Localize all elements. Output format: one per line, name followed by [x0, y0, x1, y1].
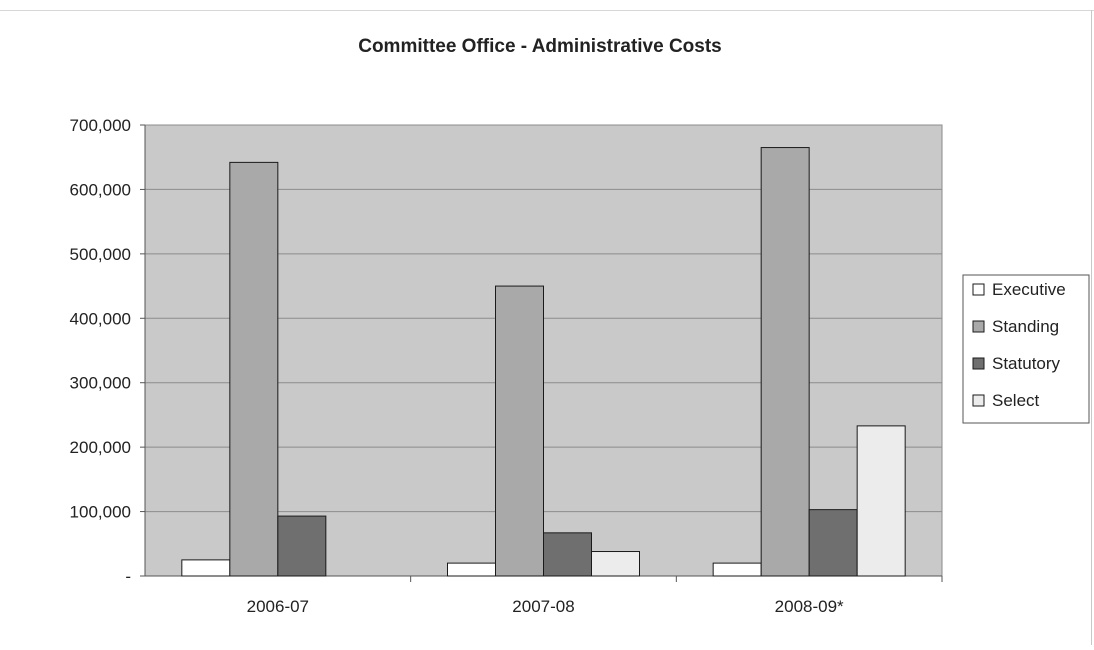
y-tick-label: 700,000 [70, 116, 131, 135]
legend-swatch-statutory [972, 357, 985, 370]
x-tick-label: 2007-08 [512, 597, 574, 616]
frame-border-right [1091, 10, 1092, 645]
y-tick-label: 400,000 [70, 309, 131, 328]
legend-swatch-select [972, 394, 985, 407]
bar-executive [712, 562, 762, 577]
bar-select [591, 551, 640, 577]
legend-swatch-executive [972, 283, 985, 296]
bar-executive [447, 562, 496, 577]
legend-label-statutory: Statutory [992, 354, 1061, 373]
y-tick-label: 100,000 [70, 503, 131, 522]
bar-statutory [808, 509, 858, 577]
bar-statutory [543, 532, 592, 577]
bar-select [856, 425, 906, 577]
y-tick-label: 200,000 [70, 438, 131, 457]
y-tick-label: 500,000 [70, 245, 131, 264]
bar-executive [181, 559, 231, 577]
bar-standing [229, 161, 279, 577]
chart-title: Committee Office - Administrative Costs [358, 36, 722, 57]
legend-label-executive: Executive [992, 280, 1066, 299]
y-tick-label: 600,000 [70, 180, 131, 199]
y-tick-label: 300,000 [70, 374, 131, 393]
y-tick-label: - [125, 567, 131, 586]
legend-label-select: Select [992, 391, 1040, 410]
bar-standing [495, 285, 544, 577]
legend-label-standing: Standing [992, 317, 1059, 336]
x-tick-label: 2006-07 [247, 597, 309, 616]
bar-statutory [277, 515, 327, 577]
legend: Executive Standing Statutory Select [962, 274, 1090, 424]
plot-area: - 100,000 200,000 300,000 400,000 500,000 600,… [70, 116, 943, 616]
frame-border-top [0, 10, 1094, 11]
x-tick-label: 2008-09* [775, 597, 844, 616]
legend-swatch-standing [972, 320, 985, 333]
bar-standing [760, 147, 810, 577]
